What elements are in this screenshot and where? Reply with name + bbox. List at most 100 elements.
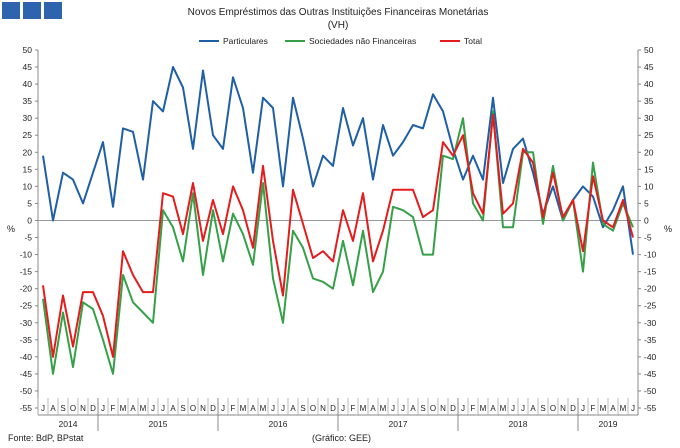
y-tick-label-left: -35: [20, 335, 33, 345]
y-tick-label-right: -30: [644, 318, 657, 328]
x-month-label: J: [521, 404, 525, 413]
y-axis-label-right: %: [664, 224, 672, 234]
x-month-label: A: [490, 404, 496, 413]
y-tick-label-left: -10: [20, 250, 33, 260]
x-month-label: N: [200, 404, 206, 413]
x-month-label: M: [480, 404, 487, 413]
x-month-label: M: [240, 404, 247, 413]
y-tick-label-right: 0: [644, 215, 649, 225]
y-tick-label-right: 45: [644, 62, 654, 72]
x-month-label: O: [550, 404, 556, 413]
x-month-label: J: [391, 404, 395, 413]
legend: Particulares Sociedades não Financeiras To…: [199, 36, 482, 46]
y-tick-label-right: -10: [644, 250, 657, 260]
x-month-label: F: [351, 404, 356, 413]
x-month-label: D: [210, 404, 216, 413]
x-month-label: A: [290, 404, 296, 413]
x-month-label: A: [410, 404, 416, 413]
y-tick-label-left: 0: [27, 215, 32, 225]
y-tick-label-right: -5: [644, 233, 652, 243]
y-tick-label-right: -35: [644, 335, 657, 345]
x-month-label: S: [180, 404, 185, 413]
chart-title: Novos Empréstimos das Outras Instituiçõe…: [188, 7, 489, 18]
y-tick-label-left: -55: [20, 403, 33, 413]
x-year-label: 2019: [599, 419, 618, 429]
y-tick-label-right: 20: [644, 147, 654, 157]
x-month-label: M: [120, 404, 127, 413]
header-block: [23, 2, 41, 19]
x-month-label: J: [161, 404, 165, 413]
plot-area: -55 -55-50 -50-45 -45-40 -40-35 -35-30 -30-25-…: [20, 45, 657, 431]
y-tick-label-left: 30: [23, 113, 33, 123]
x-month-label: A: [530, 404, 536, 413]
x-month-label: N: [440, 404, 446, 413]
y-tick-label-left: -30: [20, 318, 33, 328]
x-month-label: J: [281, 404, 285, 413]
x-month-label: A: [250, 404, 256, 413]
legend-label: Particulares: [223, 36, 268, 46]
x-month-label: F: [231, 404, 236, 413]
x-month-label: F: [591, 404, 596, 413]
x-month-label: J: [401, 404, 405, 413]
x-month-label: S: [420, 404, 425, 413]
header-block: [44, 2, 62, 19]
x-month-label: J: [271, 404, 275, 413]
legend-label: Total: [464, 36, 482, 46]
y-axis-label-left: %: [7, 224, 15, 234]
x-month-label: M: [500, 404, 507, 413]
y-tick-label-left: 15: [23, 164, 33, 174]
x-month-label: M: [380, 404, 387, 413]
x-year-label: 2017: [389, 419, 408, 429]
x-month-label: O: [310, 404, 316, 413]
series-line-total: [42, 113, 634, 358]
y-tick-label-left: -40: [20, 352, 33, 362]
x-month-label: N: [80, 404, 86, 413]
x-month-label: D: [570, 404, 576, 413]
header-block: [2, 2, 20, 19]
x-month-label: J: [41, 404, 45, 413]
y-tick-label-right: 5: [644, 198, 649, 208]
x-month-label: A: [370, 404, 376, 413]
x-month-label: D: [450, 404, 456, 413]
x-month-label: S: [60, 404, 65, 413]
x-month-label: J: [631, 404, 635, 413]
x-year-label: 2015: [149, 419, 168, 429]
x-month-label: A: [130, 404, 136, 413]
x-month-label: A: [50, 404, 56, 413]
x-month-label: J: [461, 404, 465, 413]
y-tick-label-left: 5: [27, 198, 32, 208]
x-month-label: M: [600, 404, 607, 413]
x-month-label: O: [70, 404, 76, 413]
chart-subtitle: (VH): [328, 20, 349, 31]
x-month-label: D: [90, 404, 96, 413]
y-tick-label-right: 30: [644, 113, 654, 123]
y-tick-label-right: 50: [644, 45, 654, 55]
x-month-label: M: [140, 404, 147, 413]
y-tick-label-left: -20: [20, 284, 33, 294]
x-month-label: N: [560, 404, 566, 413]
x-month-label: A: [170, 404, 176, 413]
y-tick-label-right: 35: [644, 96, 654, 106]
x-month-label: J: [341, 404, 345, 413]
y-tick-label-right: 10: [644, 181, 654, 191]
y-tick-label-left: 35: [23, 96, 33, 106]
credit-note: (Gráfico: GEE): [312, 433, 372, 443]
y-tick-label-left: -45: [20, 369, 33, 379]
x-month-label: M: [360, 404, 367, 413]
x-month-label: J: [101, 404, 105, 413]
x-year-label: 2018: [509, 419, 528, 429]
x-year-label: 2016: [269, 419, 288, 429]
header-blocks: [2, 2, 62, 19]
y-tick-label-right: -15: [644, 267, 657, 277]
y-tick-label-left: -25: [20, 301, 33, 311]
x-month-label: O: [190, 404, 196, 413]
x-month-label: N: [320, 404, 326, 413]
y-tick-label-right: 15: [644, 164, 654, 174]
y-tick-label-right: -20: [644, 284, 657, 294]
y-tick-label-right: -45: [644, 369, 657, 379]
x-month-label: F: [471, 404, 476, 413]
x-month-label: O: [430, 404, 436, 413]
y-tick-label-left: 25: [23, 130, 33, 140]
y-tick-label-right: -40: [644, 352, 657, 362]
